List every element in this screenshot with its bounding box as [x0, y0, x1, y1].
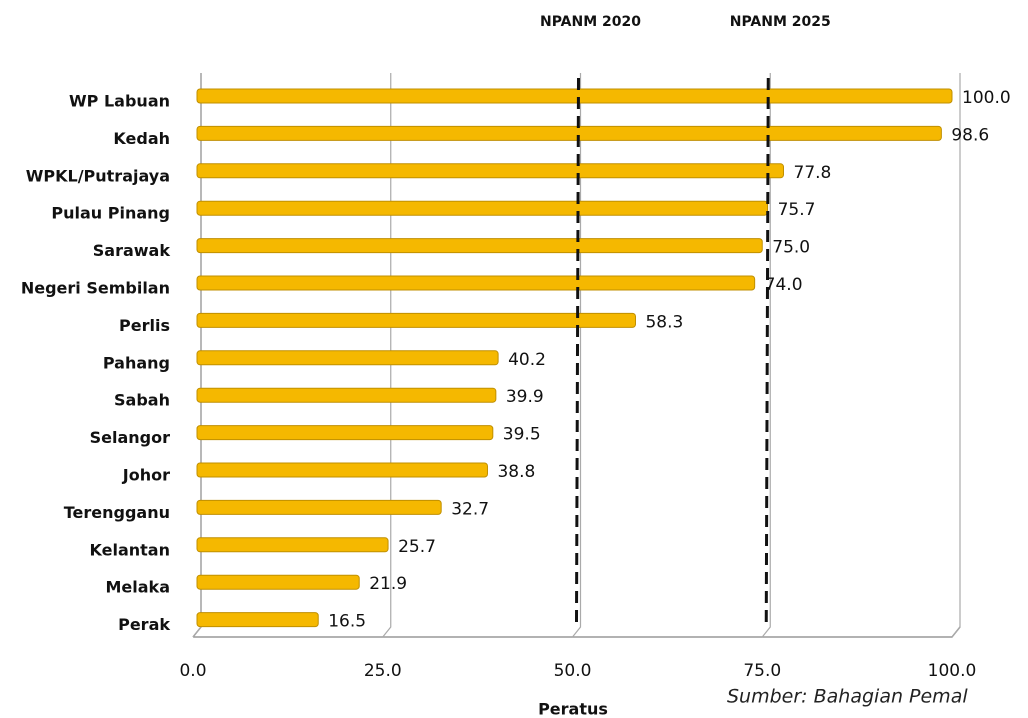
x-tick-label: 50.0 [554, 661, 592, 681]
bar [196, 312, 636, 328]
data-label: 39.9 [506, 387, 544, 407]
y-tick-label: Perak [118, 615, 170, 634]
bar [196, 462, 488, 478]
bar [196, 350, 499, 366]
y-tick-label: Terengganu [64, 503, 170, 522]
data-label: 75.7 [778, 200, 816, 220]
data-label: 16.5 [328, 612, 366, 632]
y-tick-label: Johor [122, 466, 170, 485]
data-label: 98.6 [951, 125, 989, 145]
y-tick-label: Negeri Sembilan [21, 279, 170, 298]
grid-line [572, 73, 582, 638]
data-label: 25.7 [398, 537, 436, 557]
y-tick-label: Melaka [106, 578, 171, 597]
y-tick-label: Pahang [103, 353, 170, 372]
y-tick-label: Kelantan [90, 540, 170, 559]
data-label: 77.8 [794, 163, 832, 183]
x-axis-title: Peratus [538, 700, 608, 718]
y-tick-label: Kedah [113, 129, 170, 148]
reference-line [575, 77, 580, 623]
grid-line [951, 73, 961, 638]
data-label: 39.5 [503, 425, 541, 445]
bar [196, 88, 953, 104]
bar [196, 163, 785, 179]
data-label: 32.7 [451, 499, 489, 519]
source-note: Sumber: Bahagian Pemal [727, 686, 968, 708]
y-tick-label: Sabah [114, 391, 170, 410]
bar [196, 425, 494, 441]
y-tick-label: Pulau Pinang [51, 204, 170, 223]
x-tick-label: 25.0 [364, 661, 402, 681]
y-tick-label: Sarawak [93, 241, 171, 260]
bar [196, 238, 763, 254]
grid-line [761, 73, 771, 638]
bar [196, 275, 756, 291]
y-tick-label: WP Labuan [69, 92, 170, 111]
bar [196, 612, 319, 628]
reference-label: NPANM 2020 [540, 14, 641, 30]
grid-line [382, 73, 392, 638]
data-label: 38.8 [497, 462, 535, 482]
reference-line [764, 77, 770, 623]
x-tick-label: 0.0 [179, 661, 206, 681]
data-label: 58.3 [645, 312, 683, 332]
data-label: 74.0 [765, 275, 803, 295]
bar [196, 537, 389, 553]
bar [196, 574, 360, 590]
bar [196, 125, 942, 141]
x-tick-label: 75.0 [743, 661, 781, 681]
bar [196, 200, 769, 216]
y-tick-label: Selangor [90, 428, 170, 447]
data-label: 75.0 [772, 238, 810, 258]
data-label: 21.9 [369, 574, 407, 594]
x-tick-label: 100.0 [928, 661, 977, 681]
data-label: 40.2 [508, 350, 546, 370]
reference-label: NPANM 2025 [730, 14, 831, 30]
data-label: 100.0 [962, 88, 1011, 108]
bar [196, 387, 497, 403]
bar [196, 499, 442, 515]
y-tick-label: WPKL/Putrajaya [26, 166, 170, 185]
y-tick-label: Perlis [119, 316, 170, 335]
